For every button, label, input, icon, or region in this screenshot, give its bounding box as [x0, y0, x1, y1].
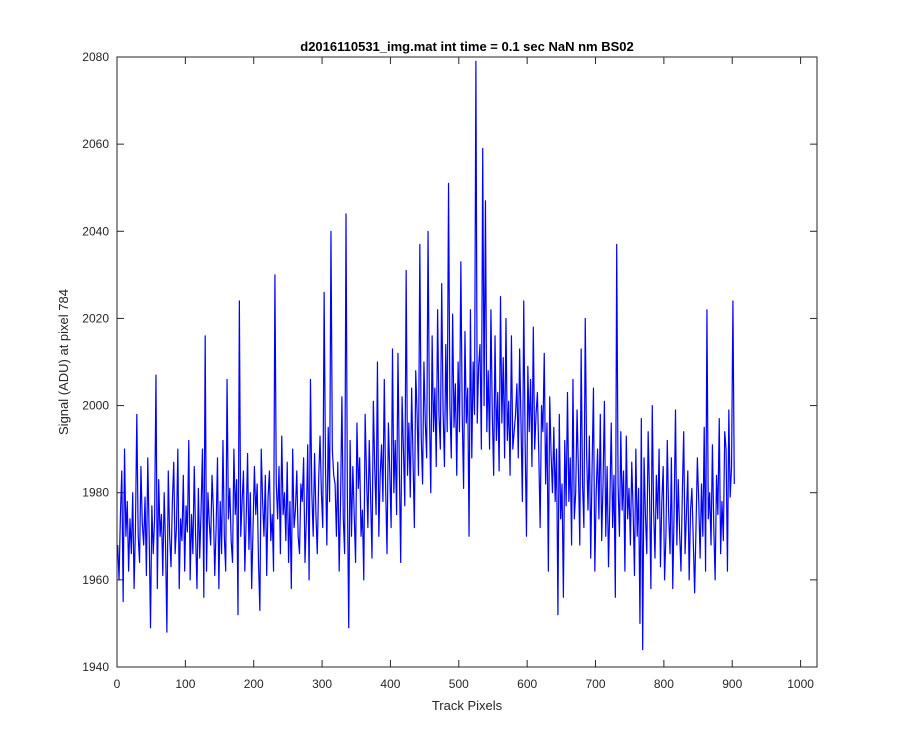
x-tick-label: 400 [380, 677, 400, 691]
x-tick-label: 100 [175, 677, 195, 691]
x-tick-label: 0 [114, 677, 121, 691]
x-axis-label: Track Pixels [432, 698, 503, 713]
y-tick-label: 2040 [82, 224, 109, 238]
plot-area: 0 100 200 300 400 500 600 700 800 900 1000 1940 196… [82, 50, 818, 691]
x-axis: 0 100 200 300 400 500 600 700 800 900 1000 [114, 57, 814, 691]
y-axis-label: Signal (ADU) at pixel 784 [56, 289, 71, 435]
y-tick-label: 1980 [82, 486, 109, 500]
x-tick-label: 300 [312, 677, 332, 691]
x-tick-label: 600 [517, 677, 537, 691]
y-axis: 1940 1960 1980 2000 2020 2040 2060 2080 [82, 50, 817, 674]
y-tick-label: 1960 [82, 573, 109, 587]
x-tick-label: 800 [654, 677, 674, 691]
y-tick-label: 2060 [82, 137, 109, 151]
y-tick-label: 2020 [82, 311, 109, 325]
x-tick-label: 200 [244, 677, 264, 691]
y-tick-label: 1940 [82, 660, 109, 674]
x-tick-label: 1000 [787, 677, 814, 691]
x-tick-label: 900 [722, 677, 742, 691]
y-tick-label: 2000 [82, 399, 109, 413]
series-line [117, 60, 735, 651]
x-tick-label: 500 [449, 677, 469, 691]
y-tick-label: 2080 [82, 50, 109, 64]
chart-title: d2016110531_img.mat int time = 0.1 sec N… [300, 39, 633, 54]
x-tick-label: 700 [586, 677, 606, 691]
plot-frame [116, 56, 818, 668]
